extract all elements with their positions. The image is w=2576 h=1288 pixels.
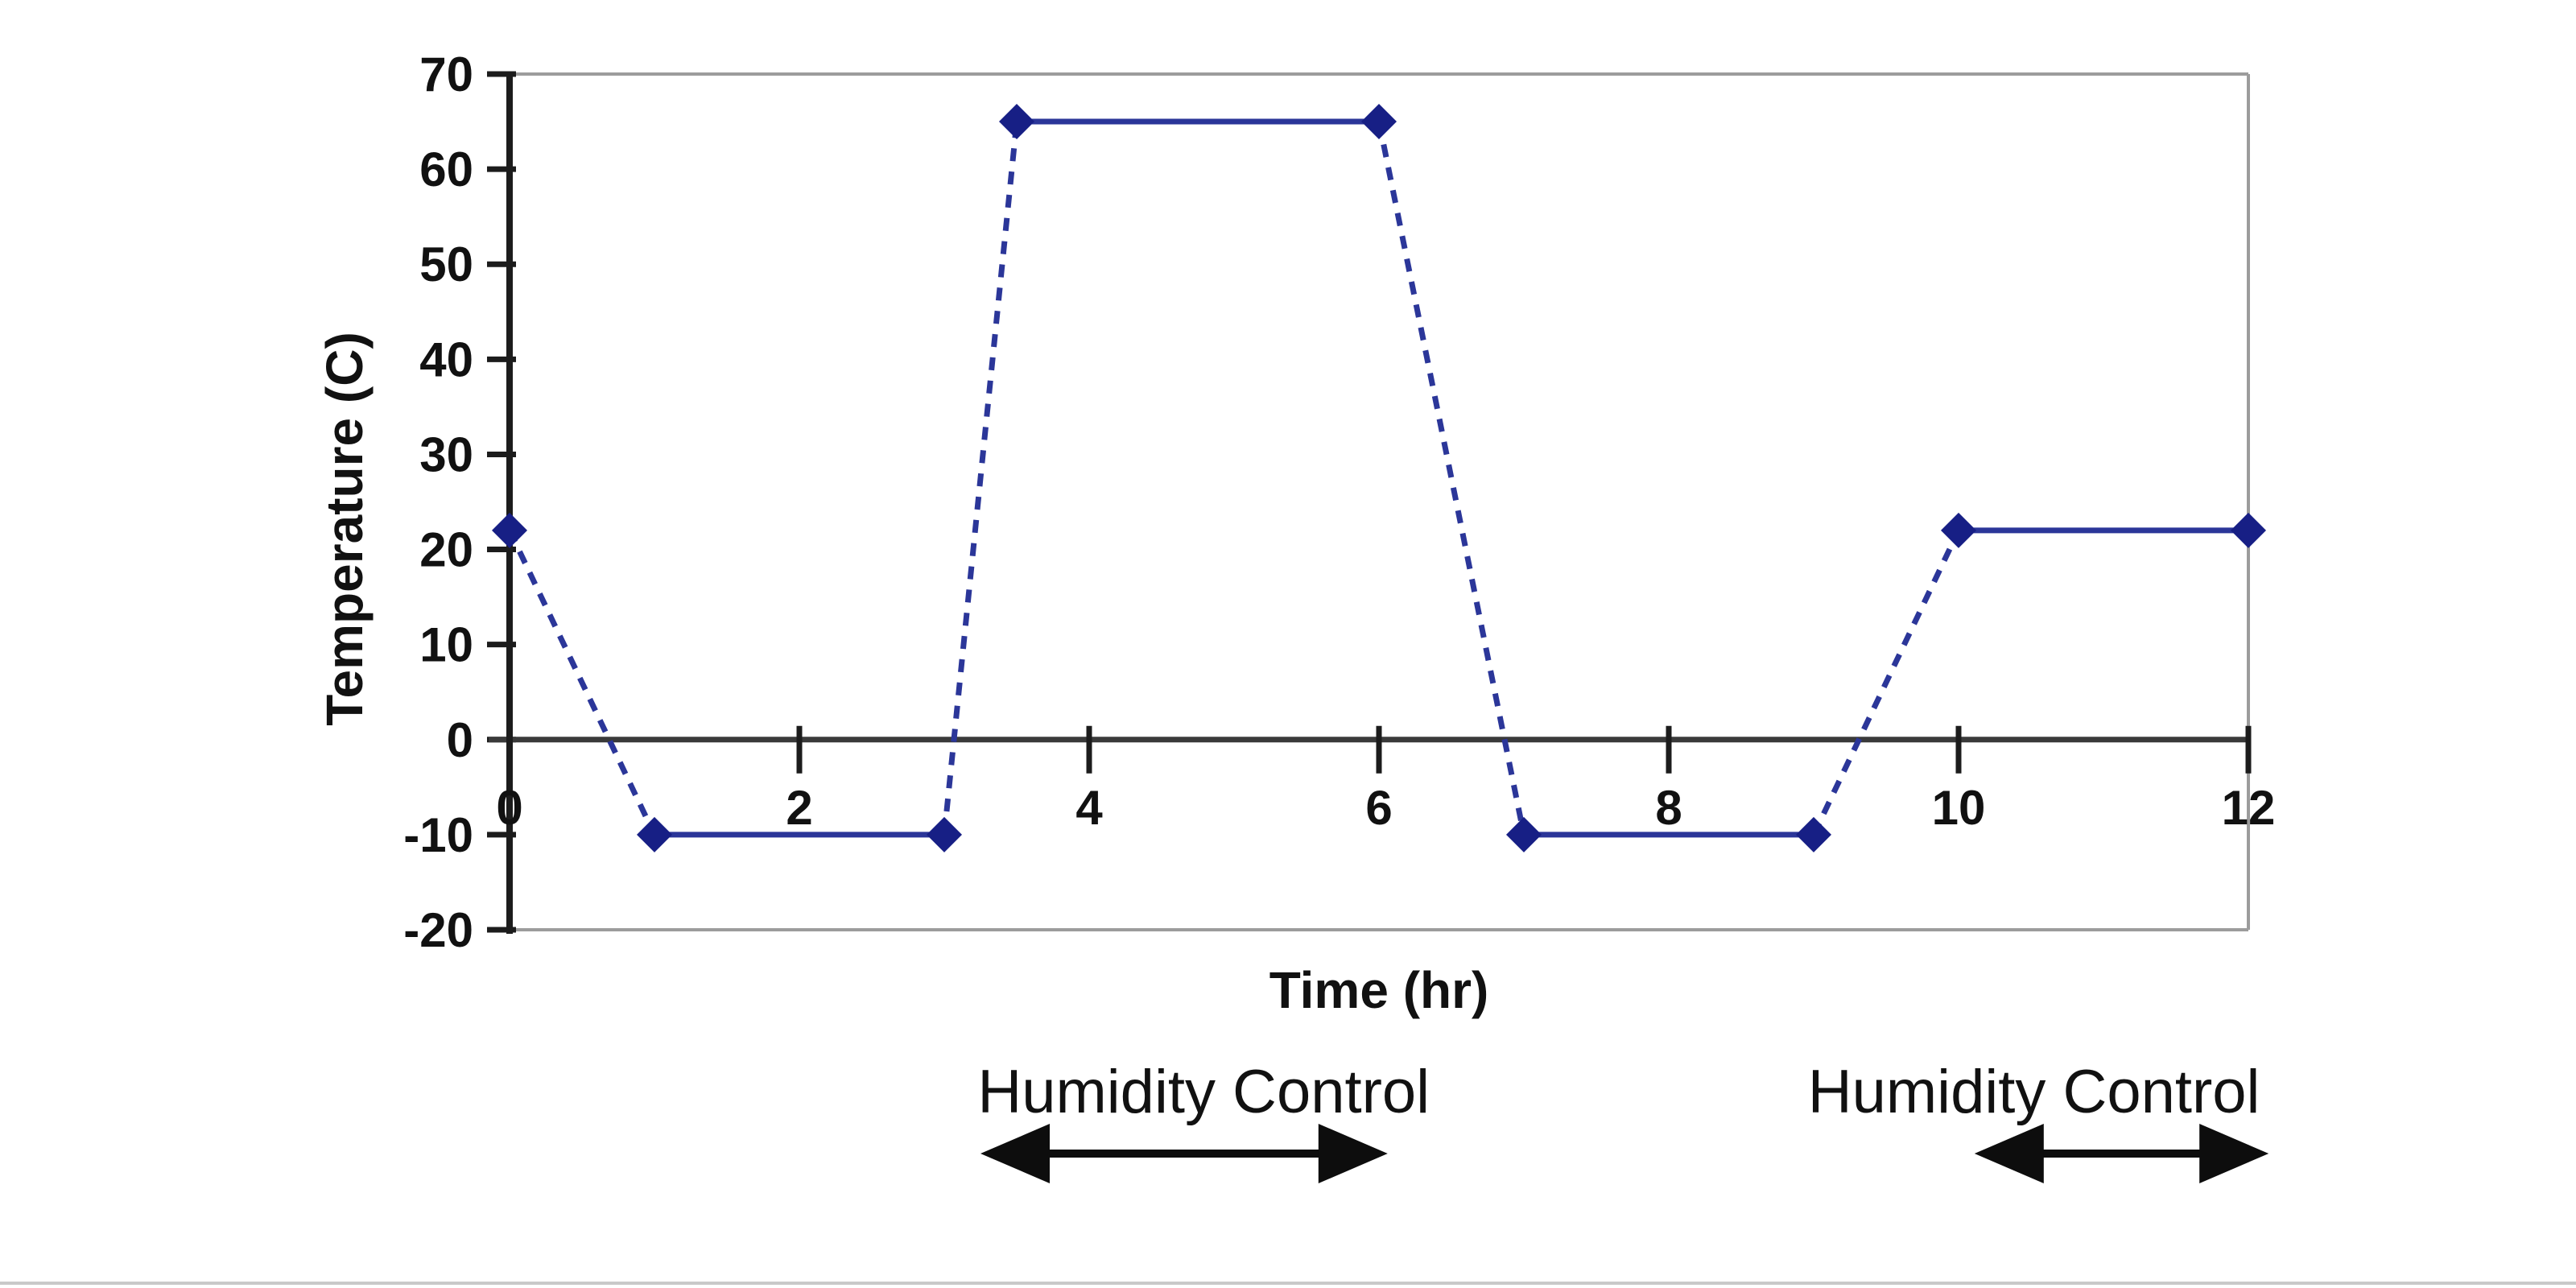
x-tick-label: 2 xyxy=(786,781,812,835)
series-segment xyxy=(941,121,1020,836)
x-tick-label: 12 xyxy=(2222,781,2276,835)
series-segment xyxy=(1810,529,1962,836)
data-point-marker xyxy=(637,816,672,852)
data-point-marker xyxy=(927,816,962,852)
y-tick-label: 10 xyxy=(419,618,473,672)
y-tick-label: 40 xyxy=(419,332,473,386)
humidity-control-annotation: Humidity Control xyxy=(1808,1058,2269,1183)
humidity-control-label: Humidity Control xyxy=(1808,1058,2260,1126)
x-tick-label: 10 xyxy=(1932,781,1986,835)
x-tick-label: 8 xyxy=(1655,781,1682,835)
data-point-marker xyxy=(1796,816,1831,852)
y-tick-label: -10 xyxy=(403,808,473,862)
y-tick-label: -20 xyxy=(403,903,473,957)
data-point-marker xyxy=(999,104,1034,140)
arrow-head-right xyxy=(1318,1124,1388,1183)
y-axis-tick-labels: 70 60 50 40 30 20 10 0 -10 -20 xyxy=(403,47,473,957)
humidity-control-label: Humidity Control xyxy=(977,1058,1430,1126)
x-tick-label: 0 xyxy=(496,781,522,835)
x-axis-zero-line xyxy=(489,725,2252,774)
humidity-control-annotations: Humidity Control Humidity Control xyxy=(977,1058,2269,1183)
x-axis-tick-labels: 0 2 4 6 8 10 12 xyxy=(496,781,2275,835)
data-point-marker xyxy=(2231,512,2266,548)
y-tick-label: 50 xyxy=(419,237,473,291)
data-point-marker xyxy=(1361,104,1397,140)
y-tick-label: 0 xyxy=(447,713,473,767)
y-tick-label: 20 xyxy=(419,523,473,577)
data-point-marker xyxy=(492,512,527,548)
x-axis-title: Time (hr) xyxy=(1269,961,1489,1019)
temperature-series xyxy=(492,104,2266,852)
y-axis-title: Temperature (C) xyxy=(316,332,374,726)
arrow-head-right xyxy=(2199,1124,2269,1183)
y-tick-label: 70 xyxy=(419,47,473,101)
humidity-control-annotation: Humidity Control xyxy=(977,1058,1430,1183)
arrow-head-left xyxy=(1974,1124,2044,1183)
y-tick-label: 30 xyxy=(419,427,473,481)
series-segment xyxy=(506,529,658,836)
series-segment xyxy=(1376,121,1527,836)
data-point-marker xyxy=(1941,512,1976,548)
data-point-marker xyxy=(1506,816,1542,852)
x-tick-label: 4 xyxy=(1075,781,1103,835)
y-tick-label: 60 xyxy=(419,142,473,196)
arrow-head-left xyxy=(980,1124,1050,1183)
x-tick-label: 6 xyxy=(1365,781,1392,835)
plot-border xyxy=(510,72,2250,931)
